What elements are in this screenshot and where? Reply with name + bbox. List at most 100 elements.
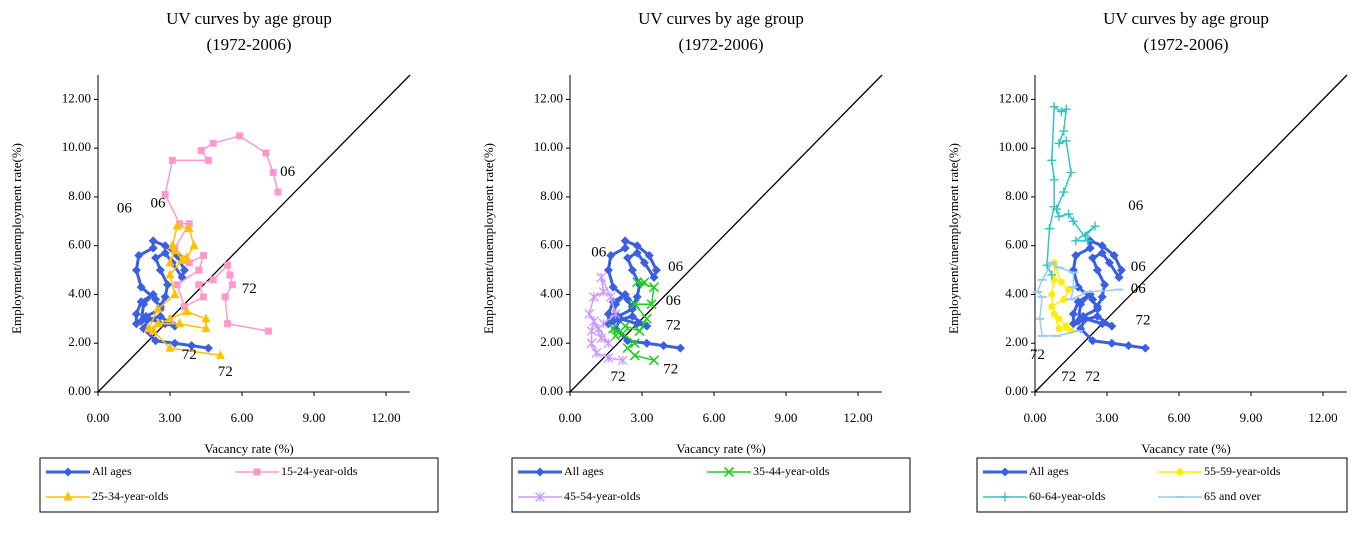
point xyxy=(151,253,161,263)
point xyxy=(1088,294,1098,304)
annotation: 72 xyxy=(1030,347,1045,363)
point xyxy=(1068,309,1078,319)
point xyxy=(209,139,217,147)
point xyxy=(185,259,193,267)
point xyxy=(1057,278,1065,286)
point xyxy=(172,220,182,230)
point xyxy=(535,467,545,477)
annotation: 06 xyxy=(668,259,684,275)
point xyxy=(634,325,645,337)
point xyxy=(160,241,170,251)
legend-label: 65 and over xyxy=(1204,489,1261,503)
point xyxy=(622,343,633,354)
point xyxy=(1092,311,1102,321)
y-tick-label: 2.00 xyxy=(540,334,563,349)
point xyxy=(165,313,175,323)
annotation: 06 xyxy=(1131,259,1147,275)
point xyxy=(675,343,685,353)
point xyxy=(1100,280,1110,290)
x-tick-label: 0.00 xyxy=(1024,410,1047,425)
point xyxy=(632,292,642,302)
legend-label: All ages xyxy=(1029,464,1069,478)
point xyxy=(1114,272,1124,282)
point xyxy=(603,309,613,319)
series-line xyxy=(1071,238,1146,350)
point xyxy=(204,156,212,164)
point xyxy=(179,265,189,275)
annotation: 72 xyxy=(1136,313,1151,329)
point xyxy=(1124,341,1134,351)
point xyxy=(632,277,643,288)
annotation: 72 xyxy=(242,281,257,297)
chart-title: UV curves by age group xyxy=(1103,9,1269,28)
point xyxy=(1097,248,1107,258)
point xyxy=(221,293,229,301)
y-tick-label: 10.00 xyxy=(534,139,563,154)
point xyxy=(648,282,660,293)
point xyxy=(170,288,180,298)
point xyxy=(623,253,633,263)
point xyxy=(148,325,158,335)
chart-title: UV curves by age group xyxy=(638,9,804,28)
chart-subtitle: (1972-2006) xyxy=(207,35,292,54)
point xyxy=(641,313,652,324)
x-tick-label: 9.00 xyxy=(1240,410,1263,425)
point xyxy=(170,245,180,255)
point xyxy=(591,348,602,358)
point xyxy=(1107,321,1117,331)
point xyxy=(201,313,211,323)
point xyxy=(1104,258,1114,268)
point xyxy=(642,338,652,348)
point xyxy=(228,281,236,289)
point xyxy=(1107,338,1117,348)
point xyxy=(617,355,628,366)
point xyxy=(1068,319,1078,329)
y-tick-label: 2.00 xyxy=(1005,334,1028,349)
point xyxy=(189,240,199,250)
point xyxy=(620,321,631,332)
point xyxy=(175,318,185,328)
point xyxy=(610,309,621,319)
point xyxy=(262,149,270,157)
y-tick-label: 0.00 xyxy=(540,383,563,398)
point xyxy=(151,336,161,346)
point xyxy=(1097,241,1107,251)
point xyxy=(203,343,213,353)
y-tick-label: 0.00 xyxy=(68,383,91,398)
annotation: 06 xyxy=(280,164,296,180)
point xyxy=(141,311,151,321)
point xyxy=(182,252,192,262)
point xyxy=(136,282,146,292)
point xyxy=(659,341,669,351)
point xyxy=(131,319,141,329)
point xyxy=(209,276,217,284)
chart-subtitle: (1972-2006) xyxy=(1144,35,1229,54)
chart-subtitle: (1972-2006) xyxy=(679,35,764,54)
point xyxy=(1061,104,1071,114)
diagonal-line xyxy=(1034,74,1348,393)
annotation: 72 xyxy=(1085,369,1100,385)
point xyxy=(200,293,208,301)
point xyxy=(648,355,660,366)
point xyxy=(651,265,661,275)
point xyxy=(153,303,163,313)
point xyxy=(177,254,187,264)
point xyxy=(1090,221,1100,231)
point xyxy=(182,306,192,316)
point xyxy=(535,492,545,502)
point xyxy=(1060,295,1068,303)
annotation: 06 xyxy=(1131,281,1147,297)
point xyxy=(1092,302,1102,312)
series-line xyxy=(146,225,221,357)
point xyxy=(1059,187,1069,197)
point xyxy=(161,190,169,198)
annotation: 06 xyxy=(1128,198,1144,214)
point xyxy=(629,338,640,349)
point xyxy=(1052,204,1062,214)
point xyxy=(170,338,180,348)
point xyxy=(224,320,232,328)
point xyxy=(1176,468,1184,476)
point xyxy=(646,299,657,310)
point xyxy=(226,271,234,279)
